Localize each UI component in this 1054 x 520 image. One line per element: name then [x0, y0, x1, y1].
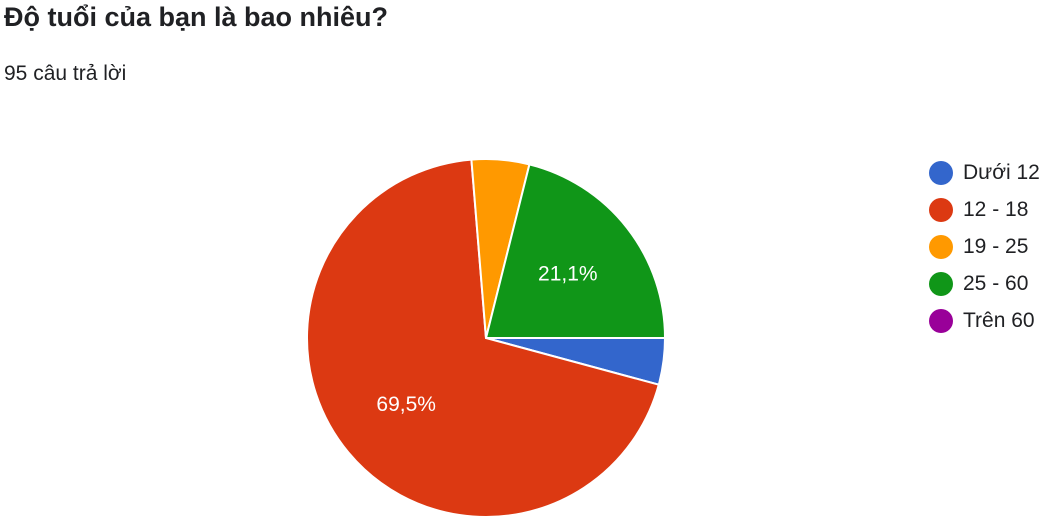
legend-swatch-3 — [929, 271, 953, 296]
chart-title: Độ tuổi của bạn là bao nhiêu? — [4, 2, 389, 32]
legend-label-4: Trên 60 — [963, 308, 1035, 332]
legend-swatch-0 — [929, 160, 953, 185]
legend-item-1: 12 - 18 — [929, 191, 1054, 228]
legend-item-3: 25 - 60 — [929, 265, 1054, 302]
chart-legend: Dưới 12 12 - 18 19 - 25 25 - 60 Trên 60 — [929, 154, 1054, 339]
pie-slice-label-1: 69,5% — [376, 393, 436, 416]
legend-label-3: 25 - 60 — [963, 271, 1029, 295]
response-count: 95 câu trả lời — [4, 62, 127, 85]
legend-swatch-2 — [929, 234, 953, 259]
legend-item-0: Dưới 12 — [929, 154, 1054, 191]
legend-item-4: Trên 60 — [929, 302, 1054, 339]
legend-swatch-1 — [929, 197, 953, 222]
legend-label-2: 19 - 25 — [963, 234, 1029, 258]
pie-slice-3 — [485, 163, 666, 339]
legend-label-0: Dưới 12 — [963, 160, 1040, 184]
legend-swatch-4 — [929, 308, 953, 333]
pie-slice-label-3: 21,1% — [538, 263, 598, 286]
legend-item-2: 19 - 25 — [929, 228, 1054, 265]
legend-label-1: 12 - 18 — [963, 197, 1029, 221]
pie-slice-1 — [306, 158, 660, 518]
